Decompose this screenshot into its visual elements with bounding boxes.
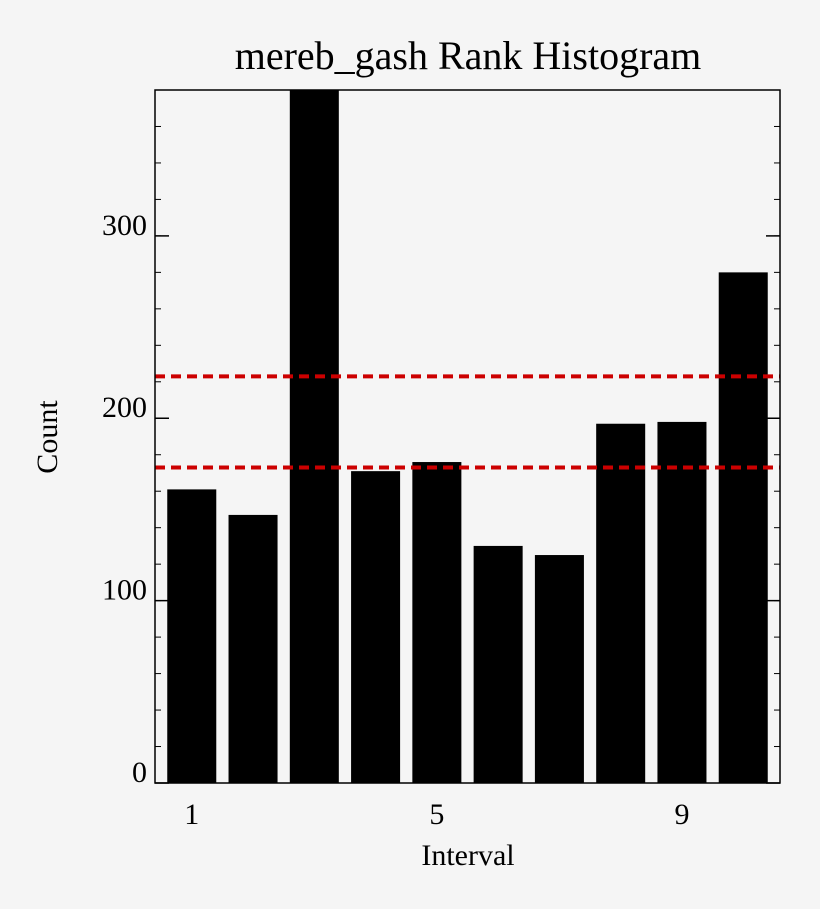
plot-area <box>167 90 768 783</box>
bar <box>228 514 278 783</box>
x-tick-label: 9 <box>674 798 689 831</box>
y-tick-label: 200 <box>102 391 147 424</box>
y-tick-label: 0 <box>132 756 147 789</box>
bar <box>289 90 339 783</box>
y-axis-label: Count <box>31 400 64 474</box>
bar <box>596 423 646 783</box>
bar <box>473 545 523 783</box>
bar <box>657 421 707 783</box>
bar <box>351 471 401 783</box>
y-tick-label: 300 <box>102 209 147 242</box>
x-tick-label: 1 <box>184 798 199 831</box>
x-tick-label: 5 <box>429 798 444 831</box>
y-tick-label: 100 <box>102 574 147 607</box>
bar <box>534 555 584 783</box>
chart-title: mereb_gash Rank Histogram <box>235 33 702 78</box>
bar <box>167 489 217 783</box>
bar <box>412 462 462 783</box>
bar <box>718 272 768 783</box>
plot-frame <box>154 89 781 784</box>
x-axis-label: Interval <box>421 839 514 872</box>
